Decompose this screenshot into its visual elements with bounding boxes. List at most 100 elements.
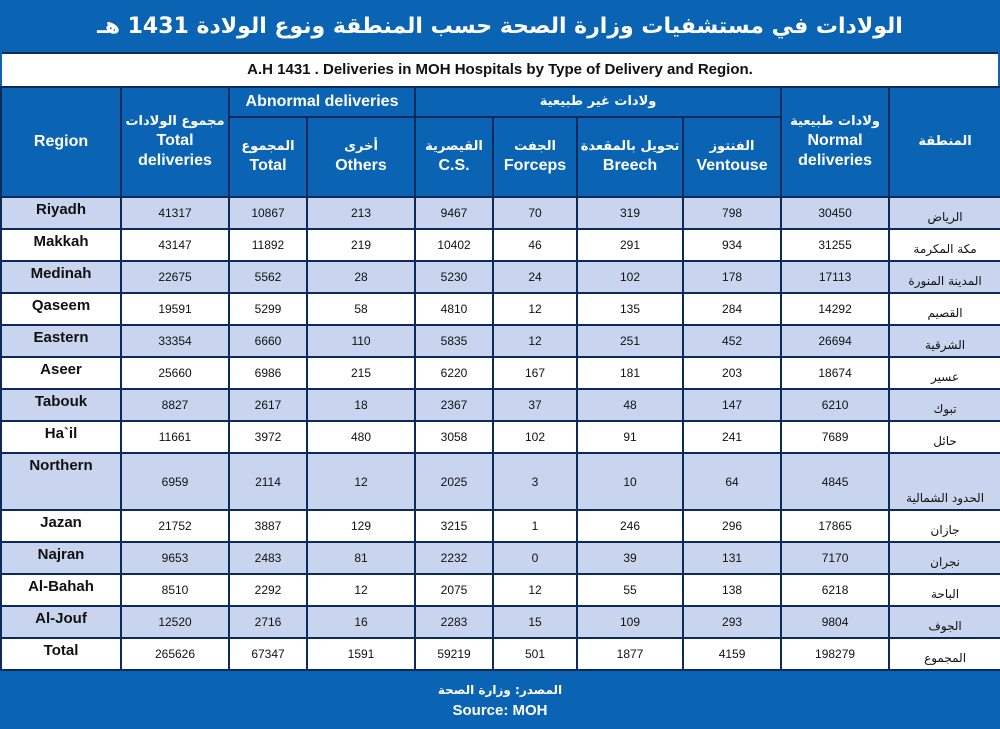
- total-row: Total 265626 67347 1591 59219 501 1877 4159 1982…: [0, 637, 1000, 671]
- cell-total: 43147: [120, 228, 230, 262]
- cell-forceps: 15: [492, 605, 579, 639]
- cell-normal: 14292: [780, 292, 891, 326]
- header-region-ar-text: المنطقة: [918, 134, 972, 149]
- cell-abn-total: 5562: [228, 260, 308, 294]
- cell-ventouse: 293: [682, 605, 783, 639]
- cell-others: 12: [305, 452, 417, 511]
- header-total-en: Total deliveries: [138, 132, 212, 169]
- cell-normal: 4845: [780, 452, 891, 511]
- table-row: Al-Bahah 8510 2292 12 2075 12 55 138 6218 الباحة: [0, 573, 1000, 607]
- cell-others: 1591: [305, 637, 417, 671]
- source-footer: المصدر: وزارة الصحة Source: MOH: [0, 674, 1000, 729]
- cell-cs: 10402: [414, 228, 495, 262]
- cell-forceps: 501: [492, 637, 579, 671]
- cell-total: 33354: [120, 324, 230, 358]
- cell-region-ar: عسير: [888, 356, 1000, 390]
- cell-region: Northern: [0, 452, 122, 511]
- header-cs-en: C.S.: [438, 157, 470, 174]
- cell-normal: 9804: [780, 605, 891, 639]
- cell-normal: 18674: [780, 356, 891, 390]
- cell-region-ar: المجموع: [888, 637, 1000, 671]
- cell-forceps: 0: [492, 541, 579, 575]
- cell-forceps: 46: [492, 228, 579, 262]
- cell-ventouse: 131: [682, 541, 783, 575]
- cell-cs: 2232: [414, 541, 495, 575]
- header-breech-ar: تحويل بالمقعدة: [580, 139, 680, 154]
- cell-normal: 6210: [780, 388, 891, 422]
- header-breech-en: Breech: [602, 157, 658, 174]
- cell-cs: 5230: [414, 260, 495, 294]
- cell-breech: 1877: [576, 637, 685, 671]
- cell-others: 81: [305, 541, 417, 575]
- header-region: Region: [0, 86, 122, 198]
- cell-others: 129: [305, 509, 417, 543]
- table-row: Medinah 22675 5562 28 5230 24 102 178 17113 المدي…: [0, 260, 1000, 294]
- cell-total: 22675: [120, 260, 230, 294]
- cell-abn-total: 6660: [228, 324, 308, 358]
- cell-forceps: 12: [492, 292, 579, 326]
- cell-total: 25660: [120, 356, 230, 390]
- cell-ventouse: 296: [682, 509, 783, 543]
- table-row: Al-Jouf 12520 2716 16 2283 15 109 293 9804 الجوف: [0, 605, 1000, 639]
- cell-total: 8827: [120, 388, 230, 422]
- cell-region: Medinah: [0, 260, 122, 294]
- cell-ventouse: 798: [682, 196, 783, 230]
- cell-cs: 2025: [414, 452, 495, 511]
- cell-ventouse: 284: [682, 292, 783, 326]
- table-row: Najran 9653 2483 81 2232 0 39 131 7170 نجران: [0, 541, 1000, 575]
- cell-cs: 59219: [414, 637, 495, 671]
- cell-breech: 251: [576, 324, 685, 358]
- cell-region: Al-Bahah: [0, 573, 122, 607]
- source-english: Source: MOH: [452, 702, 548, 719]
- cell-region: Makkah: [0, 228, 122, 262]
- cell-region-ar: تبوك: [888, 388, 1000, 422]
- cell-total: 9653: [120, 541, 230, 575]
- cell-cs: 3215: [414, 509, 495, 543]
- cell-region-ar: المدينة المنورة: [888, 260, 1000, 294]
- cell-region: Jazan: [0, 509, 122, 543]
- cell-others: 58: [305, 292, 417, 326]
- header-normal-deliveries: ولادات طبيعية Normal deliveries: [780, 86, 891, 198]
- cell-breech: 10: [576, 452, 685, 511]
- cell-region: Tabouk: [0, 388, 122, 422]
- table-row: Makkah 43147 11892 219 10402 46 291 934 31255 مكة…: [0, 228, 1000, 262]
- header-forceps-en: Forceps: [503, 157, 567, 174]
- cell-abn-total: 2114: [228, 452, 308, 511]
- cell-region: Ha`il: [0, 420, 122, 454]
- table-row: Aseer 25660 6986 215 6220 167 181 203 18674 عسير: [0, 356, 1000, 390]
- cell-region-ar: الحدود الشمالية: [888, 452, 1000, 511]
- table-row: Northern 6959 2114 12 2025 3 10 64 4845 الحدود ال…: [0, 452, 1000, 511]
- cell-normal: 30450: [780, 196, 891, 230]
- cell-total: 41317: [120, 196, 230, 230]
- cell-ventouse: 138: [682, 573, 783, 607]
- cell-cs: 2283: [414, 605, 495, 639]
- cell-cs: 6220: [414, 356, 495, 390]
- cell-cs: 3058: [414, 420, 495, 454]
- table-row: Eastern 33354 6660 110 5835 12 251 452 26694 الشر…: [0, 324, 1000, 358]
- cell-forceps: 3: [492, 452, 579, 511]
- cell-others: 219: [305, 228, 417, 262]
- cell-forceps: 167: [492, 356, 579, 390]
- header-total-ar: مجموع الولادات: [125, 114, 225, 129]
- cell-forceps: 102: [492, 420, 579, 454]
- cell-forceps: 70: [492, 196, 579, 230]
- cell-region-ar: جازان: [888, 509, 1000, 543]
- cell-ventouse: 4159: [682, 637, 783, 671]
- cell-region-ar: حائل: [888, 420, 1000, 454]
- cell-region-ar: الشرقية: [888, 324, 1000, 358]
- cell-forceps: 37: [492, 388, 579, 422]
- cell-normal: 26694: [780, 324, 891, 358]
- cell-region: Aseer: [0, 356, 122, 390]
- cell-cs: 2367: [414, 388, 495, 422]
- cell-others: 12: [305, 573, 417, 607]
- cell-cs: 9467: [414, 196, 495, 230]
- cell-total: 8510: [120, 573, 230, 607]
- table-row: Qaseem 19591 5299 58 4810 12 135 284 14292 القصيم: [0, 292, 1000, 326]
- cell-cs: 4810: [414, 292, 495, 326]
- cell-region-ar: الجوف: [888, 605, 1000, 639]
- header-region-ar: المنطقة: [888, 86, 1000, 198]
- cell-normal: 17865: [780, 509, 891, 543]
- header-breech: تحويل بالمقعدة Breech: [576, 116, 685, 198]
- cell-normal: 6218: [780, 573, 891, 607]
- cell-region-ar: الرياض: [888, 196, 1000, 230]
